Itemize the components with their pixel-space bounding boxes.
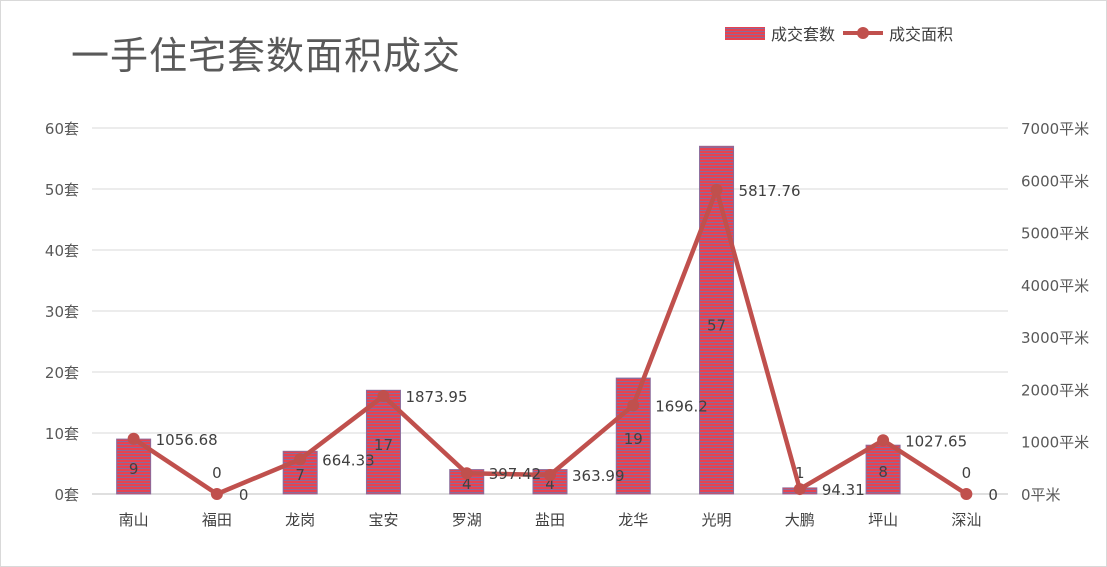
line-data-label: 5817.76 — [739, 182, 801, 200]
line-point[interactable] — [960, 488, 973, 500]
y-axis-right: 0平米 1000平米 2000平米 3000平米 4000平米 5000平米 6000平米 7… — [1021, 120, 1089, 504]
bar[interactable] — [699, 145, 735, 495]
y-left-tick-label: 20套 — [45, 364, 79, 382]
x-tick-label: 龙华 — [618, 511, 648, 529]
y-right-tick-label: 3000平米 — [1021, 329, 1089, 347]
legend-item-line[interactable]: 成交面积 — [843, 21, 953, 45]
legend: 成交套数 成交面积 — [725, 21, 961, 45]
bar-data-label: 9 — [129, 460, 139, 478]
y-right-tick-label: 2000平米 — [1021, 381, 1089, 399]
bar-data-label: 57 — [707, 317, 726, 335]
line-point[interactable] — [877, 434, 890, 447]
bar[interactable] — [865, 444, 901, 495]
line-data-label: 1696.2 — [655, 397, 708, 415]
bars-layer — [116, 145, 901, 495]
line-data-label: 0 — [988, 486, 998, 504]
x-tick-label: 坪山 — [868, 511, 898, 529]
bar-data-label: 7 — [295, 466, 305, 484]
x-tick-label: 罗湖 — [452, 511, 482, 529]
line-data-label: 664.33 — [322, 451, 375, 469]
grid-layer — [92, 127, 1008, 495]
bar-data-label: 4 — [545, 475, 555, 493]
bar[interactable] — [615, 377, 651, 495]
y-right-tick-label: 7000平米 — [1021, 120, 1089, 138]
x-tick-label: 光明 — [702, 511, 732, 529]
line-point[interactable] — [793, 483, 806, 496]
line-data-label: 0 — [239, 486, 249, 504]
bar-data-label: 17 — [374, 436, 393, 454]
line-point[interactable] — [210, 488, 223, 500]
bar[interactable] — [365, 389, 401, 495]
line-data-label: 363.99 — [572, 467, 625, 485]
bar-data-label: 19 — [624, 430, 643, 448]
x-tick-label: 南山 — [119, 511, 149, 529]
y-axis-left: 0套 10套 20套 30套 40套 50套 60套 — [45, 120, 79, 504]
line-point[interactable] — [710, 183, 723, 196]
legend-swatch-line — [843, 26, 884, 40]
line-data-label: 1027.65 — [905, 432, 967, 450]
y-right-tick-label: 6000平米 — [1021, 172, 1089, 190]
bar-data-label: 1 — [795, 464, 805, 482]
line-data-label: 397.42 — [489, 465, 542, 483]
y-left-tick-label: 40套 — [45, 242, 79, 260]
bar[interactable] — [282, 450, 318, 495]
y-right-tick-label: 1000平米 — [1021, 434, 1089, 452]
line-layer — [127, 183, 973, 500]
line-labels-layer: 1056.68 0 664.33 1873.95 397.42 363.99 1696.2 5… — [156, 182, 998, 504]
line-data-label: 1056.68 — [156, 431, 218, 449]
line-point[interactable] — [294, 453, 307, 466]
bar-data-label: 0 — [212, 464, 222, 482]
y-left-tick-label: 50套 — [45, 181, 79, 199]
line-data-label: 94.31 — [822, 481, 865, 499]
line-point[interactable] — [460, 467, 473, 480]
bar-data-label: 0 — [962, 464, 972, 482]
legend-label-bar: 成交套数 — [771, 25, 836, 44]
legend-item-bar[interactable]: 成交套数 — [725, 21, 835, 45]
x-tick-label: 盐田 — [535, 511, 565, 529]
bar-data-label: 8 — [878, 463, 888, 481]
y-right-tick-label: 0平米 — [1021, 486, 1061, 504]
legend-swatch-bar — [725, 26, 765, 40]
y-left-tick-label: 30套 — [45, 303, 79, 321]
x-tick-label: 宝安 — [368, 511, 398, 529]
x-tick-label: 大鹏 — [785, 511, 815, 529]
x-tick-label: 龙岗 — [285, 511, 315, 529]
x-axis: 南山 福田 龙岗 宝安 罗湖 盐田 龙华 光明 大鹏 坪山 深汕 — [119, 511, 982, 529]
x-tick-label: 深汕 — [951, 511, 981, 529]
line-point[interactable] — [127, 432, 140, 445]
area-line — [132, 187, 968, 497]
legend-label-line: 成交面积 — [889, 25, 954, 44]
chart-title: 一手住宅套数面积成交 — [71, 34, 462, 78]
x-tick-label: 福田 — [202, 511, 232, 529]
y-right-tick-label: 4000平米 — [1021, 277, 1089, 295]
bar-labels-layer: 9 0 7 17 4 4 19 57 1 8 0 — [129, 317, 971, 493]
line-point[interactable] — [544, 468, 556, 481]
y-left-tick-label: 60套 — [45, 120, 79, 138]
y-right-tick-label: 5000平米 — [1021, 225, 1089, 243]
line-point[interactable] — [377, 390, 390, 403]
y-left-tick-label: 0套 — [54, 486, 79, 504]
line-point[interactable] — [627, 399, 640, 412]
line-data-label: 1873.95 — [405, 388, 467, 406]
bar-data-label: 4 — [462, 475, 472, 493]
y-left-tick-label: 10套 — [45, 425, 79, 443]
